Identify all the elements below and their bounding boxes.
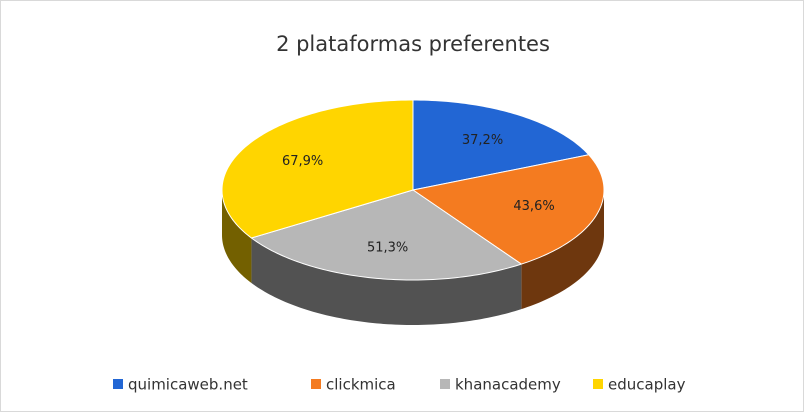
- data-label: 67,9%: [282, 154, 323, 169]
- pie-slice: [221, 99, 414, 239]
- data-label: 37,2%: [462, 133, 503, 148]
- pie-slice-side: [251, 237, 522, 325]
- legend-label: educaplay: [608, 376, 686, 394]
- legend-label: quimicaweb.net: [128, 376, 248, 394]
- pie-slice: [411, 154, 605, 265]
- legend-swatch: [113, 379, 123, 389]
- data-label: 51,3%: [367, 241, 408, 256]
- pie-slice-side: [521, 190, 604, 310]
- data-label: 43,6%: [513, 199, 554, 214]
- legend-label: clickmica: [326, 376, 396, 394]
- legend-swatch: [593, 379, 603, 389]
- legend-swatch: [440, 379, 450, 389]
- chart-title: 2 plataformas preferentes: [276, 32, 550, 56]
- pie-slice-side: [222, 190, 252, 283]
- pie-slice: [250, 189, 523, 281]
- legend-label: khanacademy: [455, 376, 561, 394]
- legend-swatch: [311, 379, 321, 389]
- pie-slice: [412, 99, 590, 191]
